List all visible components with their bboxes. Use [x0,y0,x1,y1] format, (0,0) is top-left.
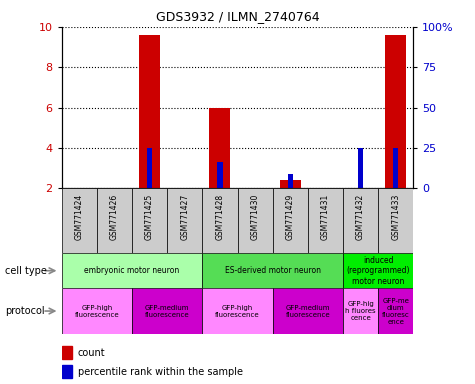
Bar [167,188,202,253]
Bar [202,288,273,334]
Bar [139,35,160,188]
Title: GDS3932 / ILMN_2740764: GDS3932 / ILMN_2740764 [156,10,319,23]
Text: percentile rank within the sample: percentile rank within the sample [77,367,243,377]
Text: cell type: cell type [5,266,47,276]
Text: GSM771425: GSM771425 [145,194,154,240]
Text: induced
(reprogrammed)
motor neuron: induced (reprogrammed) motor neuron [346,256,410,286]
Bar [378,188,413,253]
Bar [62,288,132,334]
Text: protocol: protocol [5,306,44,316]
Text: GSM771429: GSM771429 [286,194,294,240]
Bar [308,188,343,253]
Text: count: count [77,348,105,358]
Bar [343,188,378,253]
Bar [62,346,72,359]
Bar [343,253,413,288]
Bar [202,188,238,253]
Bar [132,188,167,253]
Bar [97,188,132,253]
Bar [273,288,343,334]
Text: GFP-medium
fluorescence: GFP-medium fluorescence [285,305,330,318]
Text: GSM771430: GSM771430 [251,194,259,240]
Text: GSM771433: GSM771433 [391,194,400,240]
Bar [62,365,72,378]
Bar [280,180,301,188]
Bar [378,288,413,334]
Text: GSM771432: GSM771432 [356,194,365,240]
Bar [273,188,308,253]
Bar [287,174,293,188]
Bar [209,108,230,188]
Bar [393,148,399,188]
Bar [358,148,363,188]
Text: GSM771426: GSM771426 [110,194,119,240]
Bar [238,188,273,253]
Bar [62,188,97,253]
Bar [202,253,343,288]
Bar [132,288,202,334]
Text: GFP-me
dium
fluoresc
ence: GFP-me dium fluoresc ence [382,298,409,324]
Text: GSM771431: GSM771431 [321,194,330,240]
Text: embryonic motor neuron: embryonic motor neuron [85,266,180,275]
Text: GFP-hig
h fluores
cence: GFP-hig h fluores cence [345,301,376,321]
Text: GFP-high
fluorescence: GFP-high fluorescence [75,305,119,318]
Text: GSM771424: GSM771424 [75,194,84,240]
Bar [62,253,202,288]
Bar [343,288,378,334]
Text: GFP-high
fluorescence: GFP-high fluorescence [215,305,260,318]
Text: ES-derived motor neuron: ES-derived motor neuron [225,266,321,275]
Text: GSM771427: GSM771427 [180,194,189,240]
Text: GSM771428: GSM771428 [216,194,224,240]
Bar [385,35,406,188]
Bar [147,148,152,188]
Text: GFP-medium
fluorescence: GFP-medium fluorescence [145,305,190,318]
Bar [217,162,223,188]
